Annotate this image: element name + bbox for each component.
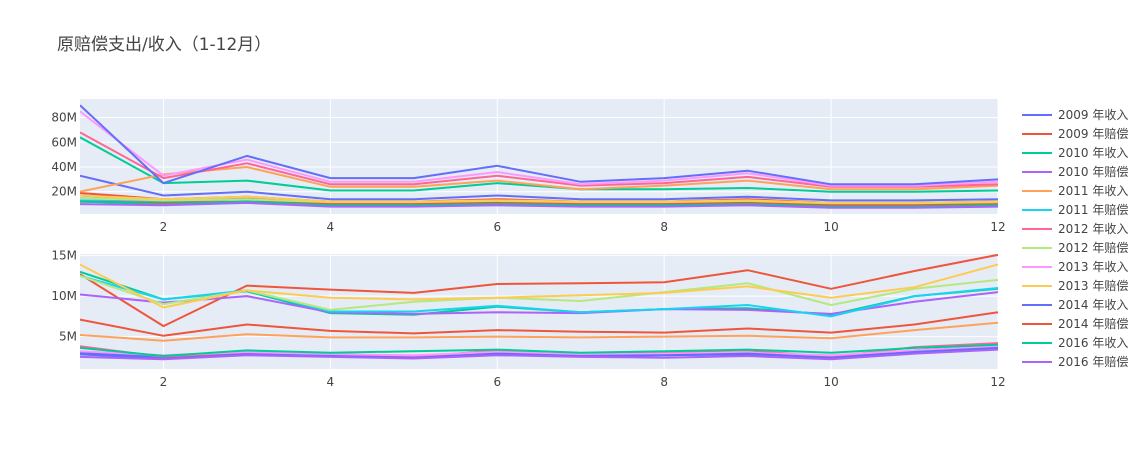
legend-item[interactable]: 2016 年赔偿 bbox=[1022, 354, 1128, 369]
series-line-2011 年收入 bbox=[80, 321, 998, 342]
legend-item[interactable]: 2013 年收入 bbox=[1022, 260, 1128, 274]
series-line-2009 年收入 bbox=[80, 174, 998, 202]
series-line-2010 年收入 bbox=[80, 136, 998, 193]
y-tick-label: 60M bbox=[51, 135, 77, 149]
legend-label: 2011 年赔偿 bbox=[1058, 202, 1128, 217]
x-tick-label: 12 bbox=[990, 375, 1005, 389]
legend-label: 2010 年收入 bbox=[1058, 146, 1128, 160]
y-tick-label: 10M bbox=[51, 289, 77, 303]
legend-label: 2009 年收入 bbox=[1058, 108, 1128, 122]
y-tick-label: 20M bbox=[51, 185, 77, 199]
x-tick-label: 4 bbox=[327, 220, 335, 234]
legend-label: 2012 年收入 bbox=[1058, 222, 1128, 236]
x-tick-label: 4 bbox=[327, 375, 335, 389]
legend-label: 2013 年赔偿 bbox=[1058, 278, 1128, 293]
legend-label: 2013 年收入 bbox=[1058, 260, 1128, 274]
legend-label: 2016 年赔偿 bbox=[1058, 354, 1128, 369]
series-line-2016 年赔偿 bbox=[80, 201, 998, 209]
legend-label: 2009 年赔偿 bbox=[1058, 126, 1128, 141]
series-line-2016 年收入 bbox=[80, 343, 998, 357]
x-tick-label: 6 bbox=[493, 220, 501, 234]
legend-item[interactable]: 2011 年赔偿 bbox=[1022, 202, 1128, 217]
series-line-2013 年收入 bbox=[80, 345, 998, 357]
series-line-2013 年收入 bbox=[80, 110, 998, 187]
x-tick-label: 8 bbox=[660, 220, 668, 234]
x-tick-label: 10 bbox=[823, 220, 838, 234]
legend-label: 2012 年赔偿 bbox=[1058, 240, 1128, 255]
series-line-2014 年赔偿 bbox=[80, 311, 998, 337]
series-line-2011 年收入 bbox=[80, 166, 998, 193]
series-line-2014 年收入 bbox=[80, 104, 998, 186]
x-tick-label: 2 bbox=[160, 375, 168, 389]
legend-label: 2010 年赔偿 bbox=[1058, 164, 1128, 179]
plot-area bbox=[80, 99, 998, 214]
series-line-2013 年赔偿 bbox=[80, 263, 998, 309]
legend-item[interactable]: 2013 年赔偿 bbox=[1022, 278, 1128, 293]
legend-item[interactable]: 2012 年收入 bbox=[1022, 222, 1128, 236]
y-tick-label: 40M bbox=[51, 160, 77, 174]
y-tick-label: 5M bbox=[59, 330, 77, 344]
legend-label: 2014 年赔偿 bbox=[1058, 316, 1128, 331]
legend-item[interactable]: 2009 年收入 bbox=[1022, 108, 1128, 122]
x-tick-label: 10 bbox=[823, 375, 838, 389]
legend-item[interactable]: 2011 年收入 bbox=[1022, 184, 1128, 198]
legend-label: 2011 年收入 bbox=[1058, 184, 1128, 198]
legend-label: 2016 年收入 bbox=[1058, 336, 1128, 350]
chart-title: 原赔偿支出/收入（1-12月） bbox=[57, 35, 271, 55]
y-tick-label: 80M bbox=[51, 111, 77, 125]
subplot-2: 2 4 6 8 10 12 5M 10M 15M bbox=[51, 249, 1005, 389]
x-tick-label: 8 bbox=[660, 375, 668, 389]
legend-item[interactable]: 2010 年收入 bbox=[1022, 146, 1128, 160]
series-lines bbox=[80, 254, 998, 361]
series-line-2016 年收入 bbox=[80, 200, 998, 208]
y-tick-label: 15M bbox=[51, 249, 77, 263]
series-line-2012 年收入 bbox=[80, 131, 998, 188]
legend-item[interactable]: 2016 年收入 bbox=[1022, 336, 1128, 350]
series-line-2016 年赔偿 bbox=[80, 348, 998, 361]
legend-item[interactable]: 2014 年赔偿 bbox=[1022, 316, 1128, 331]
subplot-1: 2 4 6 8 10 12 20M 40M 60M 80M bbox=[51, 99, 1006, 234]
legend-item[interactable]: 2009 年赔偿 bbox=[1022, 126, 1128, 141]
series-line-2012 年赔偿 bbox=[80, 196, 998, 206]
x-tick-label: 12 bbox=[990, 220, 1005, 234]
legend-item[interactable]: 2014 年收入 bbox=[1022, 298, 1128, 312]
series-line-2010 年赔偿 bbox=[80, 291, 998, 315]
x-tick-label: 2 bbox=[160, 220, 168, 234]
legend-label: 2014 年收入 bbox=[1058, 298, 1128, 312]
series-lines bbox=[80, 104, 998, 209]
legend-item[interactable]: 2012 年赔偿 bbox=[1022, 240, 1128, 255]
legend: 2009 年收入 2009 年赔偿 2010 年收入 2010 年赔偿 2011 年收入… bbox=[1022, 108, 1128, 369]
series-line-2013 年赔偿 bbox=[80, 194, 998, 204]
x-tick-label: 6 bbox=[493, 375, 501, 389]
legend-item[interactable]: 2010 年赔偿 bbox=[1022, 164, 1128, 179]
subplots: 2 4 6 8 10 12 20M 40M 60M 80M 2 4 6 8 10 12 5M 10M 15M bbox=[51, 99, 1006, 389]
